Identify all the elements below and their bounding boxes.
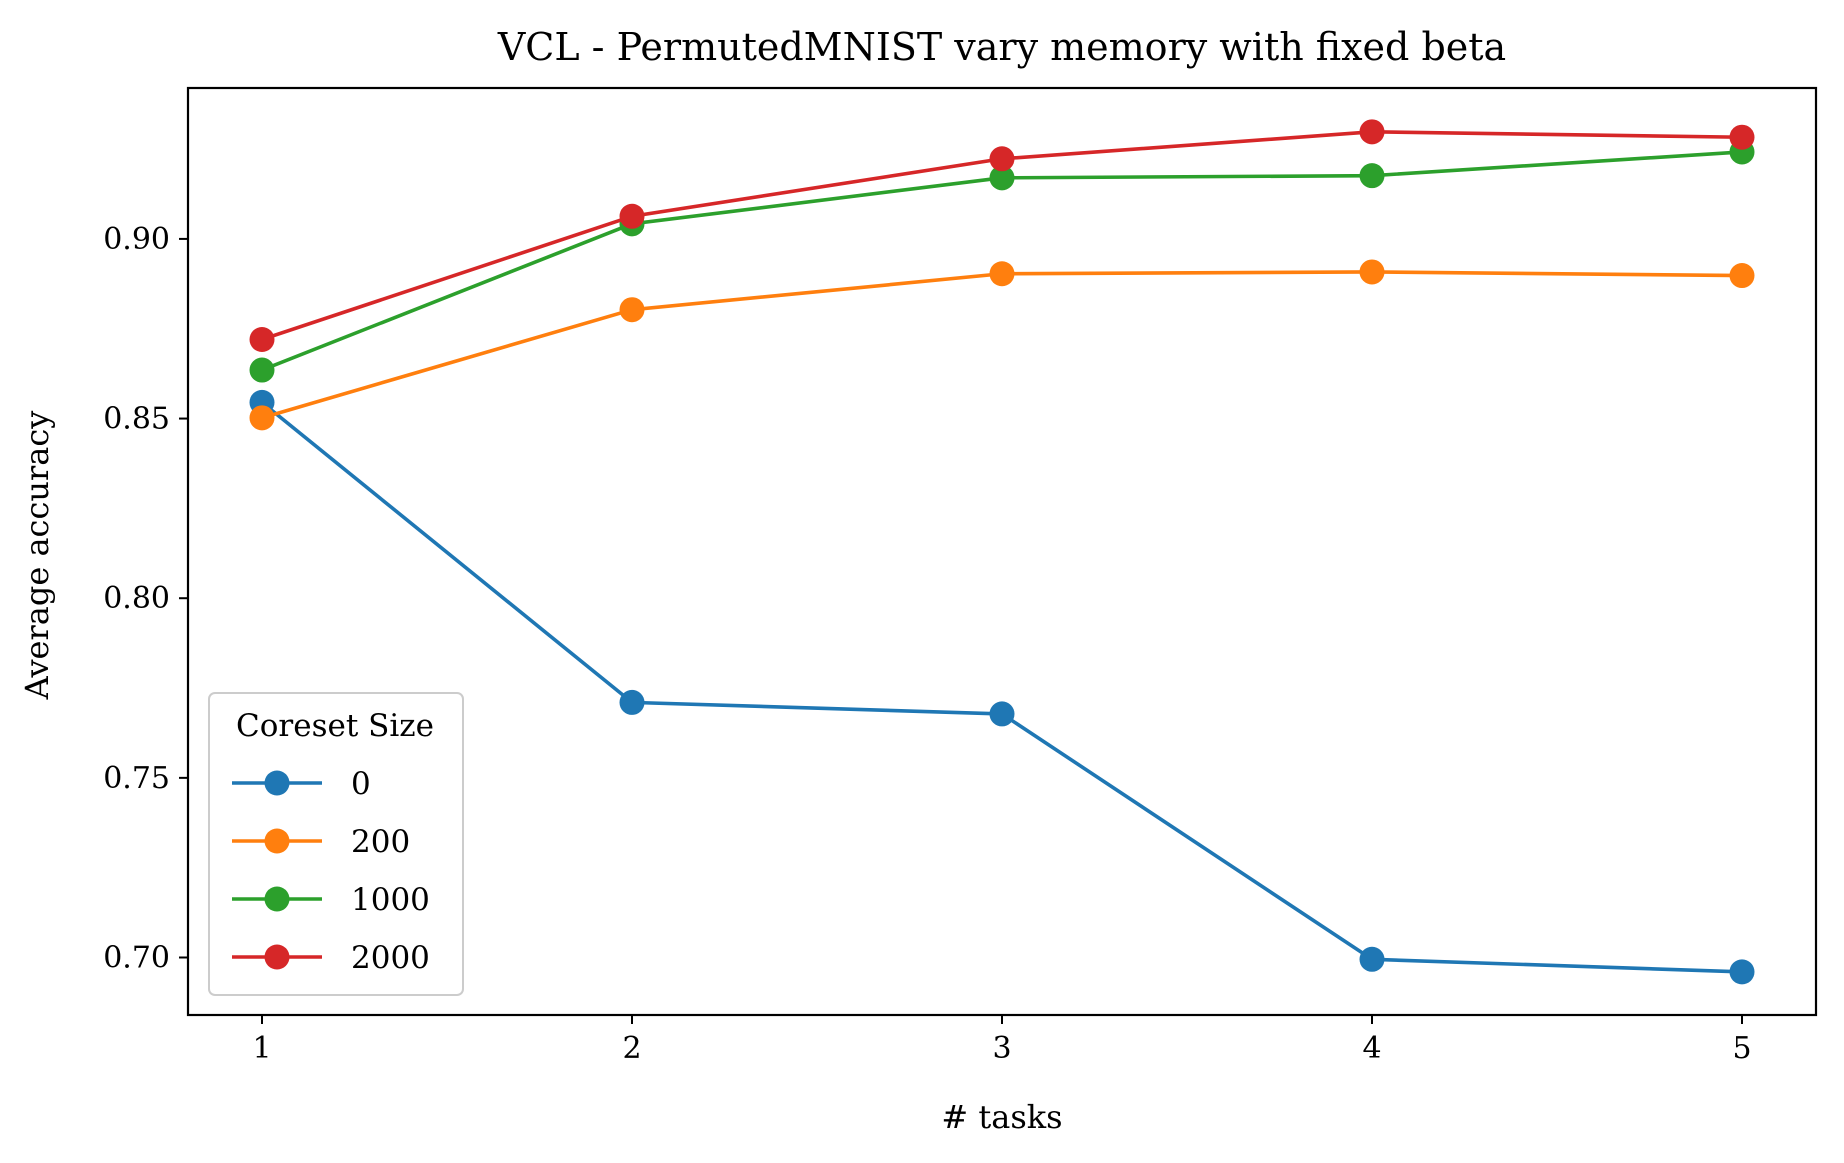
legend-entry-2000: 2000 [232,940,430,976]
x-tick-label: 5 [1732,1031,1751,1066]
legend-entry-0: 0 [232,766,371,802]
data-point-200-4 [1359,259,1385,285]
legend-marker [264,886,290,912]
data-point-2000-3 [989,146,1015,172]
legend-entries: 0 200 1000 2000 [232,766,430,976]
legend-label: 1000 [351,882,430,918]
data-point-0-5 [1729,959,1755,985]
x-tick-label: 2 [622,1031,641,1066]
series-200 [249,259,1755,431]
legend-box [208,692,464,996]
series-layer [249,119,1755,985]
data-point-0-2 [619,689,645,715]
data-point-0-3 [989,701,1015,727]
legend-marker [264,944,290,970]
x-tick-label: 3 [992,1031,1011,1066]
legend-marker [264,770,290,796]
x-axis-label: # tasks [941,1098,1062,1136]
legend-label: 2000 [351,940,430,976]
y-tick-label: 0.70 [103,941,170,976]
series-line-0 [259,399,1744,974]
data-point-2000-4 [1359,119,1385,145]
data-point-0-4 [1359,946,1385,972]
series-2000 [249,119,1755,353]
y-axis-label: Average accuracy [18,411,56,701]
y-tick-label: 0.75 [103,761,170,796]
legend-title: Coreset Size [236,708,434,744]
data-point-1000-1 [249,357,275,383]
legend-label: 200 [351,824,410,860]
legend-entry-1000: 1000 [232,882,430,918]
data-point-2000-5 [1729,124,1755,150]
legend: Coreset Size 0 200 1000 2000 [208,692,464,996]
data-point-2000-2 [619,203,645,229]
data-point-200-3 [989,261,1015,287]
x-tick-label: 4 [1362,1031,1381,1066]
plot-frame [186,86,1818,1017]
y-tick-label: 0.85 [103,402,170,437]
x-tick-label: 1 [252,1031,271,1066]
series-0 [249,389,1755,985]
chart-title: VCL - PermutedMNIST vary memory with fix… [497,25,1506,69]
data-point-200-1 [249,405,275,431]
series-line-200 [259,270,1744,421]
legend-entry-200: 200 [232,824,410,860]
ticks-layer: 1 2 3 4 5 0.70 0.75 0.80 0.85 0.90 [103,222,1751,1066]
legend-marker [264,828,290,854]
data-point-200-2 [619,297,645,323]
series-1000 [249,139,1755,383]
data-point-2000-1 [249,327,275,353]
y-tick-label: 0.80 [103,581,170,616]
legend-label: 0 [351,766,371,802]
data-point-200-5 [1729,263,1755,289]
data-point-1000-4 [1359,163,1385,189]
data-point-1000-3 [989,165,1015,191]
y-tick-label: 0.90 [103,222,170,257]
